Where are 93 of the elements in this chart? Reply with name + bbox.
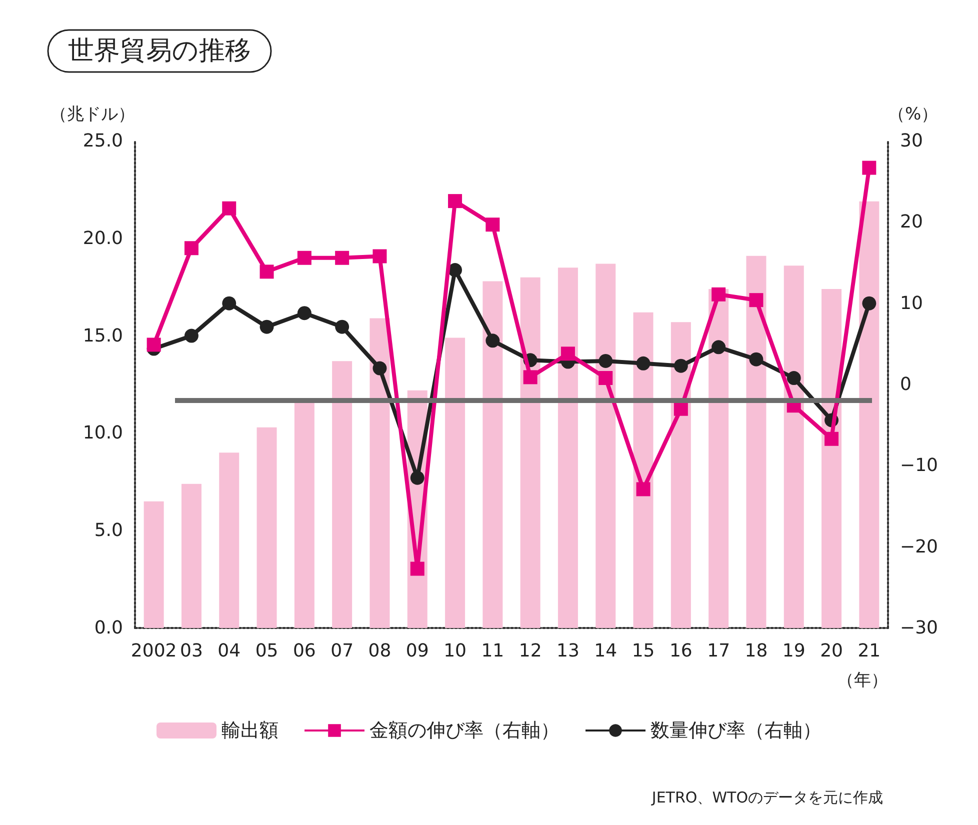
point — [372, 249, 387, 264]
x-tick-label: 2002 — [130, 640, 177, 662]
y2-tick-label: −20 — [900, 536, 938, 558]
y2-axis-title: （%） — [888, 104, 938, 124]
y-tick-label: 0.0 — [94, 618, 123, 638]
point — [712, 287, 726, 302]
point — [598, 354, 613, 368]
point — [222, 296, 236, 310]
bar — [445, 338, 466, 628]
x-tick-label: 05 — [255, 640, 278, 662]
point — [486, 218, 500, 232]
y2-tick-label: 20 — [900, 212, 923, 233]
bar — [219, 452, 240, 628]
bar — [482, 281, 503, 628]
x-tick-label: 07 — [330, 640, 354, 662]
x-tick-label: 11 — [481, 640, 504, 662]
point — [523, 370, 538, 384]
point — [749, 352, 764, 366]
point — [749, 293, 764, 308]
point — [674, 402, 688, 416]
point — [712, 340, 726, 354]
point — [824, 432, 839, 446]
point — [410, 562, 424, 576]
point — [786, 371, 801, 386]
x-tick-label: 10 — [444, 640, 466, 662]
x-tick-label: 21 — [858, 640, 881, 662]
point — [146, 338, 161, 352]
point — [260, 320, 274, 334]
point — [410, 470, 424, 485]
point — [222, 201, 236, 216]
point — [560, 346, 575, 361]
point — [335, 320, 350, 334]
bar — [181, 484, 202, 628]
x-axis-title: （年） — [837, 670, 888, 690]
y-tick-label: 25.0 — [82, 130, 123, 152]
bar — [520, 277, 540, 628]
point — [335, 250, 350, 265]
y2-tick-label: 0 — [900, 374, 912, 395]
y2-tick-label: 10 — [900, 292, 923, 314]
point — [184, 241, 198, 256]
bar — [332, 361, 352, 628]
y-tick-label: 20.0 — [82, 228, 123, 249]
bar — [558, 268, 578, 628]
bar — [859, 201, 880, 628]
x-tick-label: 19 — [782, 640, 806, 662]
x-tick-label: 03 — [180, 640, 203, 662]
point — [862, 160, 876, 175]
x-tick-label: 18 — [744, 640, 768, 662]
y-axis-title: （兆ドル） — [50, 104, 135, 124]
bar — [746, 256, 766, 628]
point — [598, 371, 613, 386]
point — [674, 358, 688, 373]
point — [260, 264, 274, 279]
y2-tick-label: 30 — [900, 130, 923, 152]
point — [448, 263, 462, 278]
x-tick-label: 14 — [594, 640, 618, 662]
legend-label: 輸出額 — [222, 720, 278, 742]
point — [184, 328, 198, 343]
point — [297, 250, 312, 265]
x-tick-label: 17 — [707, 640, 730, 662]
point — [636, 356, 650, 370]
bar — [708, 289, 729, 628]
bar — [144, 501, 164, 628]
x-tick-label: 09 — [406, 640, 429, 662]
point — [372, 361, 387, 376]
y-tick-label: 10.0 — [82, 422, 123, 444]
legend-label: 金額の伸び率（右軸） — [370, 720, 560, 742]
point — [297, 306, 312, 320]
bar — [596, 264, 616, 628]
bar — [256, 427, 277, 628]
bar — [670, 322, 691, 628]
x-tick-label: 15 — [632, 640, 655, 662]
bar — [784, 266, 804, 628]
y-tick-label: 5.0 — [94, 520, 123, 542]
point — [448, 194, 462, 208]
x-tick-label: 08 — [368, 640, 392, 662]
x-tick-label: 04 — [218, 640, 241, 662]
text: JETRO、WTOのデータを元に作成 — [650, 788, 883, 806]
x-tick-label: 06 — [292, 640, 316, 662]
point — [862, 296, 876, 310]
x-tick-label: 16 — [669, 640, 692, 662]
point — [636, 482, 650, 496]
chart-title: 世界貿易の推移 — [68, 36, 251, 66]
x-tick-label: 20 — [820, 640, 843, 662]
y-tick-label: 15.0 — [82, 325, 123, 346]
y2-tick-label: −30 — [900, 618, 938, 638]
x-tick-label: 12 — [518, 640, 542, 662]
bar — [633, 312, 654, 628]
y2-tick-label: −10 — [900, 455, 938, 476]
point — [486, 334, 500, 348]
x-tick-label: 13 — [556, 640, 580, 662]
bar — [370, 318, 390, 628]
legend-label: 数量伸び率（右軸） — [650, 720, 822, 742]
